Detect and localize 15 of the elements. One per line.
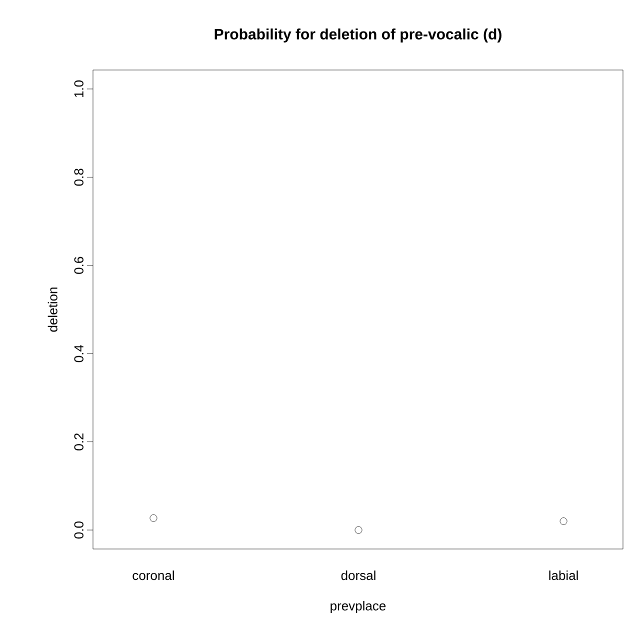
point [354,526,362,534]
y-tick-label: 0.8 [74,168,84,186]
x-tick-label: dorsal [341,570,376,580]
point [560,518,568,525]
x-tick-label: coronal [132,570,174,580]
y-tick-label: 0.2 [74,433,84,450]
x-tick-label: labial [549,570,578,580]
y-tick-label: 0.0 [74,521,84,539]
y-axis-title: deletion [48,288,58,332]
point [150,514,158,522]
y-tick-label: 0.4 [74,344,84,362]
y-tick-label: 0.6 [74,256,84,274]
chart-title: Probability for deletion of pre-vocalic (d) [214,28,502,42]
y-tick-label: 1.0 [74,80,84,98]
x-axis-title: prevplace [330,600,386,614]
